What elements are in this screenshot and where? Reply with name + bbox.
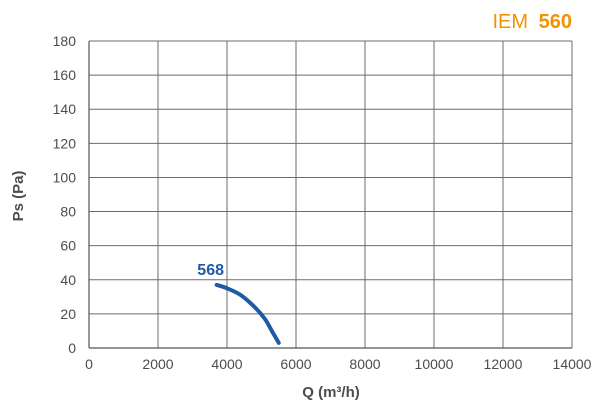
- y-tick-label: 40: [60, 272, 76, 288]
- x-axis-label: Q (m³/h): [302, 384, 360, 401]
- y-tick-label: 100: [53, 169, 77, 185]
- series-layer: 568: [197, 262, 281, 345]
- x-tick-label: 8000: [349, 356, 380, 372]
- x-tick-label: 4000: [211, 356, 242, 372]
- y-tick-label: 80: [60, 204, 76, 220]
- chart-title: IEM 560: [493, 11, 573, 33]
- y-tick-label: 0: [68, 340, 76, 356]
- chart-title-prefix: IEM: [493, 11, 529, 33]
- y-tick-label: 140: [53, 101, 77, 117]
- grid-lines: [89, 40, 573, 348]
- series-curve-568: [214, 282, 281, 345]
- axes: [88, 41, 572, 349]
- x-tick-label: 0: [85, 356, 93, 372]
- x-tick-label: 6000: [280, 356, 311, 372]
- x-tick-label: 10000: [415, 356, 454, 372]
- y-axis-label: Ps (Pa): [10, 171, 27, 222]
- y-tick-label: 160: [53, 67, 77, 83]
- y-tick-label: 180: [53, 33, 77, 49]
- x-tick-label: 14000: [553, 356, 592, 372]
- series-label-568: 568: [197, 262, 224, 279]
- y-tick-label: 120: [53, 135, 77, 151]
- y-tick-label: 60: [60, 238, 76, 254]
- chart-title-model: 560: [539, 11, 572, 33]
- y-tick-label: 20: [60, 306, 76, 322]
- tick-labels: 0 2000 4000 6000 8000 10000 12000 14000 0 20 40 60 8…: [53, 33, 592, 372]
- x-tick-label: 2000: [142, 356, 173, 372]
- x-tick-label: 12000: [484, 356, 523, 372]
